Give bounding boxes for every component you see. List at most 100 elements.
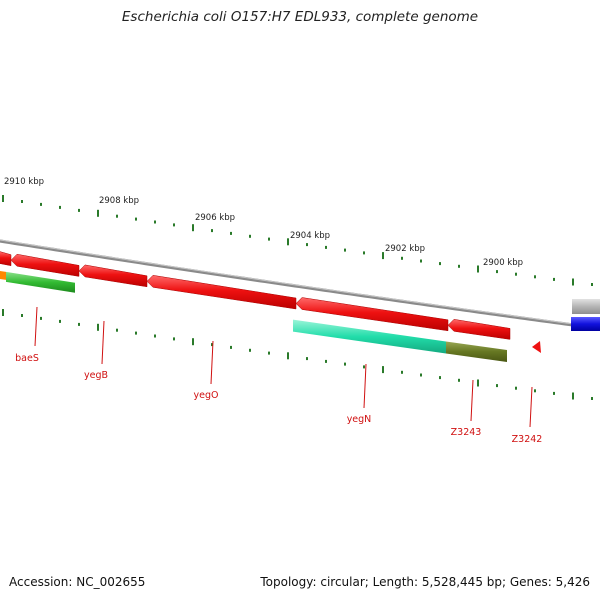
genome-backbone [0,239,600,331]
inner-tick-major [572,392,574,400]
outer-tick-minor [534,275,536,279]
scale-label-5: 2900 kbp [483,258,523,268]
leader-line-0 [34,306,38,347]
inner-tick-minor [173,337,175,341]
outer-tick-minor [135,217,137,221]
leader-line-4 [470,379,474,422]
outer-tick-minor [306,243,308,247]
inner-tick-major [2,309,4,316]
outer-tick-minor [78,208,80,212]
scale-label-1: 2908 kbp [99,196,139,206]
inner-tick-minor [154,334,156,338]
inner-tick-minor [591,397,593,400]
outer-tick-major [97,209,99,217]
scale-label-4: 2902 kbp [385,244,425,254]
outer-tick-major [382,252,384,260]
gene-label-yegB: yegB [84,370,108,381]
backbone-line [0,239,600,331]
outer-tick-major [572,278,574,286]
inner-tick-major [382,366,384,374]
leader-line-2 [210,340,214,385]
inner-tick-major [192,338,194,346]
inner-tick-minor [439,376,441,380]
outer-tick-minor [59,205,61,209]
cog-track [0,270,600,362]
inner-tick-minor [306,357,308,361]
inner-tick-minor [21,314,23,317]
gene-arrow-5 [447,319,511,340]
cog-bar-green [6,271,75,293]
cog-bar-teal [293,319,446,354]
outer-tick-minor [211,229,213,233]
inner-tick-minor [59,319,61,323]
inner-tick-major [287,352,289,360]
inner-tick-minor [116,328,118,332]
outer-tick-minor [591,283,593,286]
inner-tick-minor [458,378,460,382]
outer-tick-minor [268,237,270,241]
inner-tick-minor [249,348,251,352]
gene-arrow-2 [78,264,148,288]
outer-tick-minor [230,231,232,235]
outer-tick-major [287,238,289,246]
outer-tick-minor [553,277,555,281]
outer-tick-minor [420,259,422,263]
gene-arrow-1 [10,253,80,277]
gene-label-baeS: baeS [15,353,39,364]
outer-tick-minor [401,256,403,260]
inner-tick-minor [344,362,346,366]
outer-tick-minor [116,214,118,218]
outer-tick-minor [249,234,251,238]
cog-bar-gray [572,299,600,314]
outer-tick-minor [439,262,441,266]
outer-tick-minor [363,251,365,255]
gene-labels: baeS yegB yegO yegN Z3243 Z3242 [15,306,543,445]
outer-tick-major [192,224,194,232]
gene-label-Z3243: Z3243 [451,427,482,438]
scale-labels: 2910 kbp 2908 kbp 2906 kbp 2904 kbp 2902 kbp… [4,177,523,268]
accession-label: Accession: NC_002655 [9,575,146,589]
inner-tick-minor [553,391,555,395]
outer-tick-minor [21,200,23,203]
outer-tick-minor [173,223,175,227]
outer-tick-minor [154,220,156,224]
scale-label-0: 2910 kbp [4,177,44,187]
gene-arrow-0 [0,251,12,267]
gene-label-yegO: yegO [194,390,219,401]
cog-bar-orange [0,270,6,280]
inner-tick-minor [325,359,327,363]
cog-bar-olive [446,341,507,362]
inner-tick-minor [496,384,498,388]
gene-label-Z3242: Z3242 [512,434,543,445]
scale-ticks-inner [2,309,593,400]
inner-tick-minor [211,343,213,347]
outer-tick-major [2,195,4,202]
scale-ticks-outer [2,195,593,286]
inner-tick-major [477,379,479,387]
cog-bar-blue [571,317,600,331]
leader-line-1 [101,320,105,365]
inner-tick-minor [230,345,232,349]
backbone-highlight [0,239,600,329]
inner-tick-minor [268,351,270,355]
inner-tick-minor [515,386,517,390]
genome-summary: Topology: circular; Length: 5,528,445 bp… [260,575,590,589]
outer-tick-minor [325,245,327,249]
inner-tick-minor [78,322,80,326]
inner-tick-minor [363,365,365,369]
gene-marker-z3242 [532,341,541,353]
scale-label-2: 2906 kbp [195,213,235,223]
scale-label-3: 2904 kbp [290,231,330,241]
gene-arrow-3 [146,275,297,310]
outer-tick-minor [496,270,498,274]
inner-tick-minor [401,370,403,374]
inner-tick-minor [420,373,422,377]
map-title: Escherichia coli O157:H7 EDL933, complet… [121,9,479,25]
outer-tick-minor [515,272,517,276]
outer-tick-minor [40,202,42,206]
outer-tick-minor [458,264,460,268]
outer-tick-major [477,265,479,273]
leader-line-5 [529,386,533,428]
inner-tick-major [97,323,99,331]
